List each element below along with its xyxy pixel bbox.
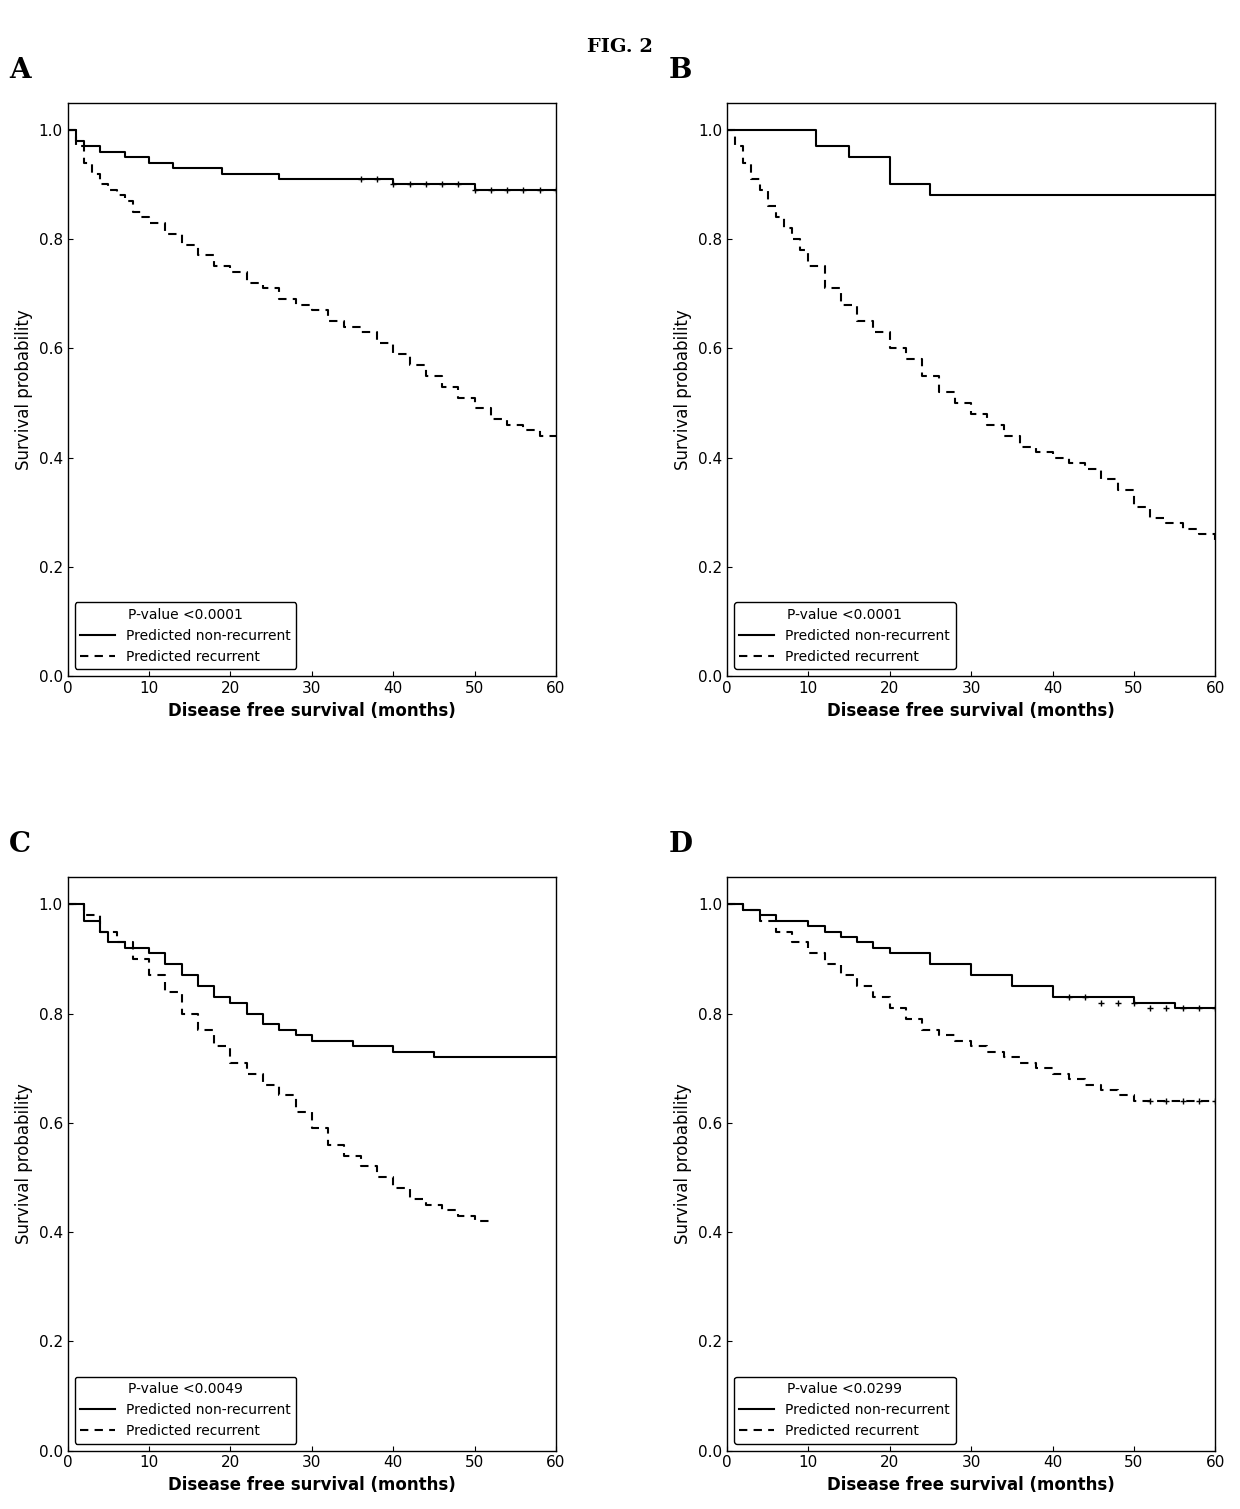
Text: B: B: [668, 57, 692, 83]
Text: A: A: [9, 57, 31, 83]
X-axis label: Disease free survival (months): Disease free survival (months): [167, 702, 456, 720]
Y-axis label: Survival probability: Survival probability: [15, 1083, 33, 1243]
Legend: Predicted non-recurrent, Predicted recurrent: Predicted non-recurrent, Predicted recur…: [734, 602, 956, 668]
Y-axis label: Survival probability: Survival probability: [15, 309, 33, 469]
Legend: Predicted non-recurrent, Predicted recurrent: Predicted non-recurrent, Predicted recur…: [74, 602, 296, 668]
Y-axis label: Survival probability: Survival probability: [675, 1083, 692, 1243]
X-axis label: Disease free survival (months): Disease free survival (months): [827, 1476, 1115, 1494]
Text: FIG. 2: FIG. 2: [587, 38, 653, 56]
Legend: Predicted non-recurrent, Predicted recurrent: Predicted non-recurrent, Predicted recur…: [74, 1376, 296, 1444]
X-axis label: Disease free survival (months): Disease free survival (months): [827, 702, 1115, 720]
Y-axis label: Survival probability: Survival probability: [675, 309, 692, 469]
Text: C: C: [9, 831, 31, 859]
X-axis label: Disease free survival (months): Disease free survival (months): [167, 1476, 456, 1494]
Legend: Predicted non-recurrent, Predicted recurrent: Predicted non-recurrent, Predicted recur…: [734, 1376, 956, 1444]
Text: D: D: [668, 831, 692, 859]
